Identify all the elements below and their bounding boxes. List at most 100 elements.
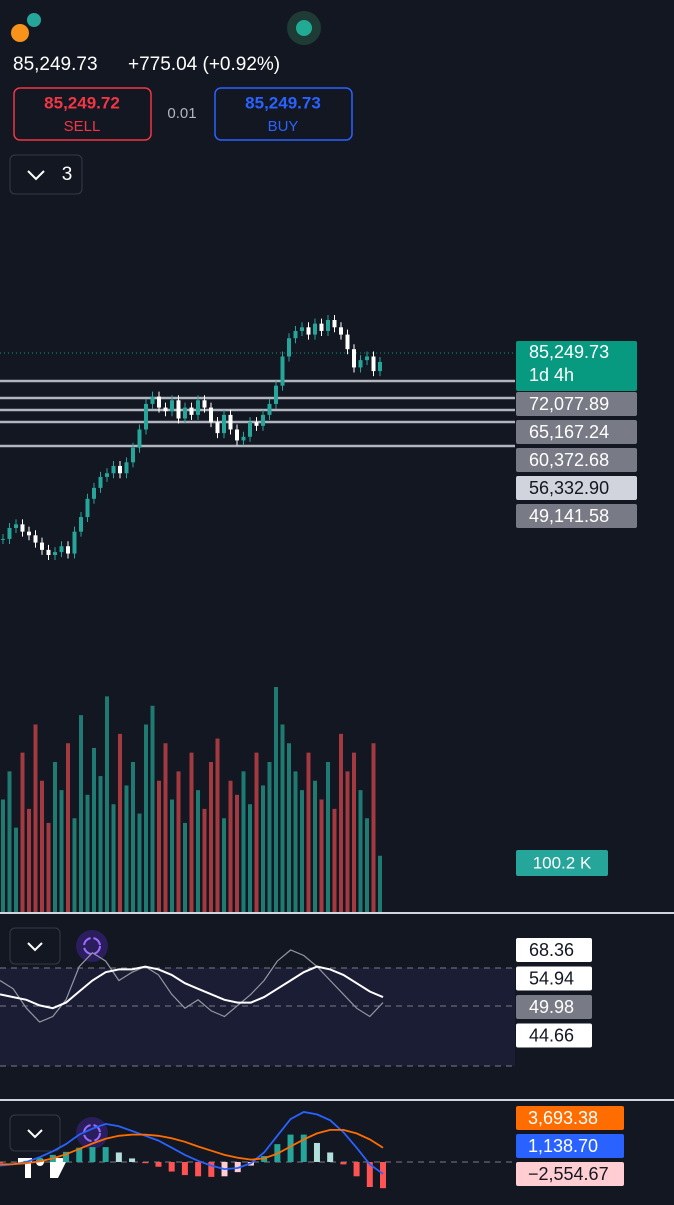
candle	[47, 550, 51, 555]
candle	[73, 532, 77, 554]
histogram-bar	[0, 1162, 3, 1163]
volume-bar	[183, 823, 187, 912]
market-status-dot	[296, 20, 312, 36]
rsi-label: 49.98	[529, 997, 574, 1017]
volume-bar	[229, 781, 233, 912]
macd-collapse[interactable]	[10, 1115, 60, 1151]
sell-label: SELL	[64, 118, 101, 135]
histogram-bar	[103, 1147, 109, 1162]
candle	[125, 462, 129, 473]
candle	[216, 422, 220, 433]
candle	[209, 408, 213, 423]
volume-bar	[203, 809, 207, 912]
volume-bar	[196, 790, 200, 912]
indicator-count: 3	[62, 164, 73, 185]
volume-bar	[294, 771, 298, 912]
candle	[359, 360, 363, 367]
histogram-bar	[155, 1162, 161, 1167]
candle	[118, 466, 122, 473]
candle	[144, 404, 148, 430]
volume-bar	[118, 734, 122, 912]
candle	[352, 349, 356, 367]
rsi-label: 68.36	[529, 940, 574, 960]
candle	[339, 327, 343, 334]
volume-bar	[268, 762, 272, 912]
candle	[196, 400, 200, 415]
buy-price: 85,249.73	[245, 93, 321, 112]
volume-bar	[27, 809, 31, 912]
candle	[346, 335, 350, 350]
volume-bar	[320, 800, 324, 913]
volume-bar	[40, 781, 44, 912]
candle	[300, 327, 304, 331]
macd-label: −2,554.67	[528, 1164, 609, 1184]
histogram-bar	[142, 1162, 148, 1163]
candle	[177, 400, 181, 418]
histogram-bar	[327, 1152, 333, 1162]
volume-bar	[255, 753, 259, 912]
exchange-icon	[27, 13, 41, 27]
countdown: 1d 4h	[529, 365, 574, 385]
candle	[34, 535, 38, 542]
volume-bar	[346, 771, 350, 912]
macd-label: 1,138.70	[528, 1136, 598, 1156]
histogram-bar	[380, 1162, 386, 1188]
volume-bar	[53, 762, 57, 912]
candle	[242, 437, 246, 441]
candle	[66, 546, 70, 553]
volume-bar	[287, 743, 291, 912]
volume-bar	[274, 687, 278, 912]
rsi-collapse[interactable]	[10, 928, 60, 964]
candle	[333, 320, 337, 327]
volume-bar	[307, 753, 311, 912]
volume-bar	[86, 795, 90, 912]
volume-bar	[21, 753, 25, 912]
candle	[183, 408, 187, 419]
candle	[378, 362, 382, 371]
candle	[203, 400, 207, 407]
candle	[1, 539, 5, 540]
volume-bar	[1, 800, 5, 913]
candle	[235, 429, 239, 440]
histogram-bar	[116, 1152, 122, 1162]
volume-bar	[313, 781, 317, 912]
volume-bar	[339, 734, 343, 912]
level-label: 72,077.89	[529, 394, 609, 414]
candle	[222, 415, 226, 433]
candle	[261, 415, 265, 426]
volume-label: 100.2 K	[533, 853, 592, 872]
volume-bar	[209, 762, 213, 912]
candle	[248, 422, 252, 437]
candle	[372, 356, 376, 371]
volume-bar	[164, 743, 168, 912]
volume-bar	[14, 828, 18, 912]
volume-bar	[34, 725, 38, 913]
volume-bar	[157, 781, 161, 912]
volume-bar	[352, 753, 356, 912]
histogram-bar	[129, 1158, 135, 1162]
rsi-band	[0, 968, 515, 1066]
rsi-sync[interactable]	[76, 930, 108, 962]
bitcoin-icon	[11, 24, 29, 42]
buy-label: BUY	[268, 118, 299, 135]
volume-bar	[333, 809, 337, 912]
volume-bar	[170, 800, 174, 913]
volume-bar	[125, 785, 129, 912]
candle	[40, 543, 44, 550]
candle	[53, 552, 57, 555]
candle	[268, 404, 272, 415]
candle	[190, 408, 194, 415]
volume-bar	[372, 743, 376, 912]
volume-bar	[326, 762, 330, 912]
rsi-label: 54.94	[529, 968, 574, 988]
candle	[320, 324, 324, 331]
candle	[274, 386, 278, 404]
candle	[138, 429, 142, 447]
candle	[294, 331, 298, 338]
candle	[365, 356, 369, 360]
volume-bar	[248, 804, 252, 912]
histogram-bar	[89, 1147, 95, 1162]
level-label: 56,332.90	[529, 478, 609, 498]
volume-bar	[92, 748, 96, 912]
